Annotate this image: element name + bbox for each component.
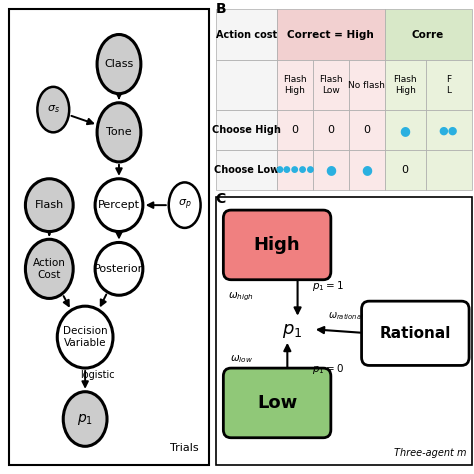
FancyBboxPatch shape: [362, 301, 469, 365]
Text: $p_1$: $p_1$: [283, 322, 302, 339]
Bar: [384, 150, 426, 190]
Text: C: C: [216, 192, 226, 206]
Text: Three-agent m: Three-agent m: [394, 448, 466, 458]
Text: Tone: Tone: [106, 128, 132, 137]
Bar: [216, 9, 277, 60]
Bar: [349, 110, 384, 150]
Bar: [384, 9, 472, 60]
Text: No flash: No flash: [348, 81, 385, 90]
Bar: [216, 150, 277, 190]
Text: Choose Low: Choose Low: [214, 165, 279, 175]
Ellipse shape: [37, 87, 69, 132]
Ellipse shape: [63, 392, 107, 447]
Ellipse shape: [97, 103, 141, 162]
Text: Rational: Rational: [380, 326, 451, 341]
Text: ●: ●: [326, 163, 336, 176]
Bar: [384, 110, 426, 150]
Bar: [313, 110, 349, 150]
Text: Corre: Corre: [412, 30, 444, 40]
Text: $\omega_{high}$: $\omega_{high}$: [228, 291, 254, 303]
Bar: [277, 60, 313, 110]
Bar: [349, 150, 384, 190]
Bar: [313, 150, 349, 190]
Text: $p_1 = 1$: $p_1 = 1$: [312, 280, 344, 293]
Ellipse shape: [26, 239, 73, 299]
Text: ●●●●●: ●●●●●: [275, 165, 315, 174]
Text: High: High: [254, 236, 301, 254]
Text: Action
Cost: Action Cost: [33, 258, 66, 280]
Bar: [349, 60, 384, 110]
Text: Class: Class: [104, 59, 134, 69]
Text: Flash
Low: Flash Low: [319, 75, 343, 95]
Text: $p_1 = 0$: $p_1 = 0$: [312, 363, 344, 376]
Bar: [277, 150, 313, 190]
Bar: [426, 150, 472, 190]
Text: $p_1$: $p_1$: [77, 411, 93, 427]
Ellipse shape: [57, 306, 113, 368]
Bar: [216, 110, 277, 150]
Text: Choose High: Choose High: [212, 125, 281, 135]
FancyBboxPatch shape: [223, 368, 331, 438]
Text: Low: Low: [257, 394, 297, 412]
Bar: [277, 9, 384, 60]
Bar: [426, 60, 472, 110]
Text: $\sigma_s$: $\sigma_s$: [47, 104, 60, 116]
Text: Percept: Percept: [98, 200, 140, 210]
Text: $\omega_{low}$: $\omega_{low}$: [230, 353, 253, 365]
Bar: [313, 60, 349, 110]
Text: Flash
High: Flash High: [283, 75, 307, 95]
Text: 0: 0: [363, 125, 370, 135]
Text: 0: 0: [292, 125, 299, 135]
Text: ●: ●: [361, 163, 372, 176]
Ellipse shape: [95, 179, 143, 231]
Ellipse shape: [97, 35, 141, 94]
Text: 0: 0: [401, 165, 409, 175]
FancyBboxPatch shape: [223, 210, 331, 280]
Text: $\omega_{rational}$: $\omega_{rational}$: [328, 310, 365, 322]
Text: Flash
High: Flash High: [393, 75, 417, 95]
Text: Trials: Trials: [170, 443, 199, 453]
Text: $\sigma_p$: $\sigma_p$: [178, 198, 191, 212]
Text: 0: 0: [328, 125, 334, 135]
Text: ●●: ●●: [439, 125, 458, 135]
Bar: [384, 60, 426, 110]
Text: logistic: logistic: [80, 370, 114, 380]
Text: Flash: Flash: [35, 200, 64, 210]
Bar: [426, 110, 472, 150]
Text: F
L: F L: [446, 75, 451, 95]
Ellipse shape: [169, 182, 201, 228]
Text: Posterior: Posterior: [94, 264, 144, 274]
Bar: [216, 60, 277, 110]
Text: Decision
Variable: Decision Variable: [63, 326, 108, 348]
Text: B: B: [216, 2, 226, 17]
Ellipse shape: [95, 243, 143, 295]
Bar: [277, 110, 313, 150]
Ellipse shape: [26, 179, 73, 231]
Text: Correct = High: Correct = High: [287, 30, 374, 40]
Text: ●: ●: [400, 124, 410, 137]
Text: Action cost: Action cost: [216, 30, 277, 40]
